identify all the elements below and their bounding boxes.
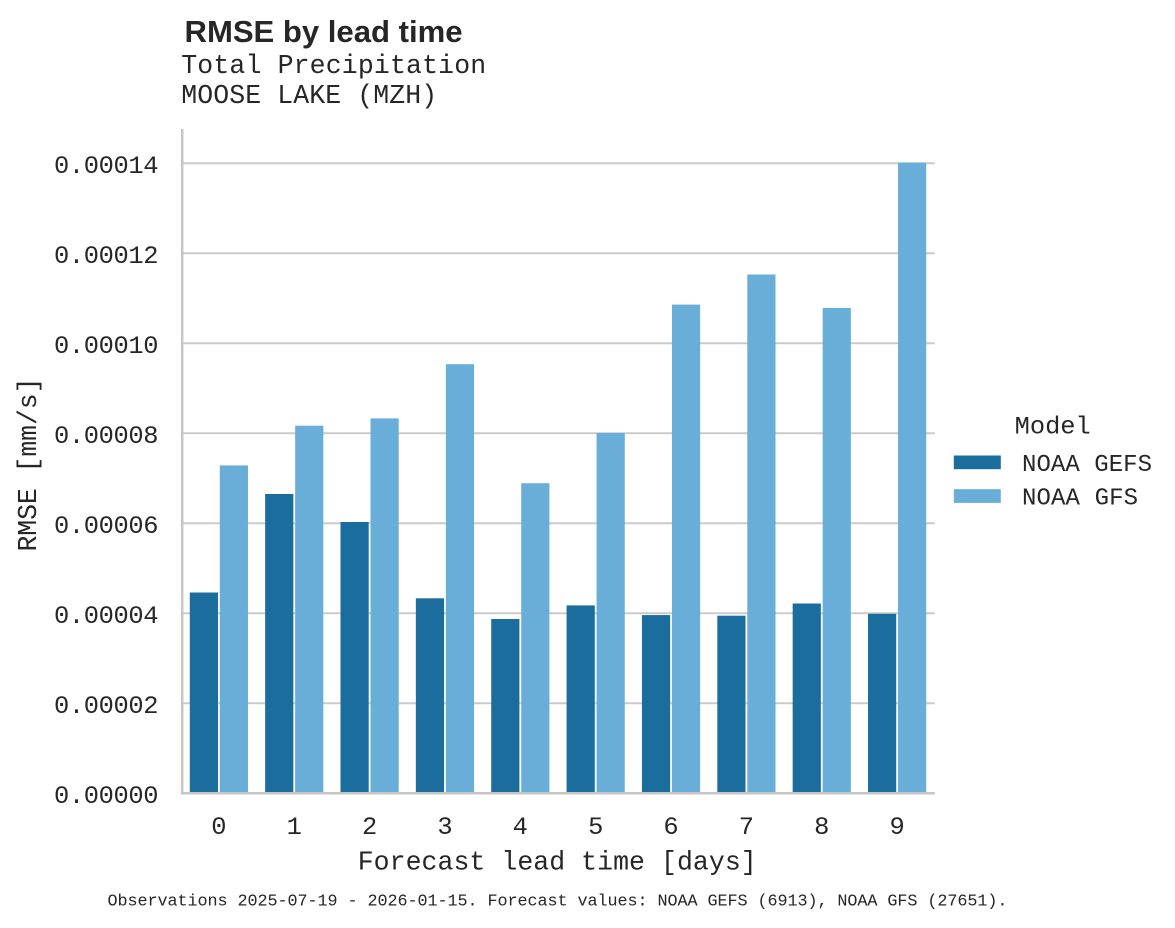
svg-text:0.00004: 0.00004 [54, 602, 159, 631]
svg-text:3: 3 [437, 813, 452, 842]
svg-text:0.00006: 0.00006 [54, 512, 159, 541]
svg-text:0.00002: 0.00002 [54, 692, 159, 721]
svg-text:9: 9 [889, 813, 904, 842]
svg-text:0: 0 [211, 813, 226, 842]
svg-text:Total Precipitation: Total Precipitation [181, 51, 486, 81]
svg-text:4: 4 [513, 813, 528, 842]
svg-text:0.00008: 0.00008 [54, 422, 159, 451]
svg-text:RMSE by lead time: RMSE by lead time [185, 14, 463, 49]
svg-text:Model: Model [1015, 412, 1091, 441]
svg-text:0.00012: 0.00012 [54, 242, 159, 271]
svg-text:2: 2 [362, 813, 377, 842]
svg-text:NOAA GEFS: NOAA GEFS [1022, 452, 1152, 479]
svg-text:5: 5 [588, 813, 603, 842]
svg-text:RMSE [mm/s]: RMSE [mm/s] [14, 378, 44, 552]
svg-text:0.00010: 0.00010 [54, 332, 159, 361]
svg-text:1: 1 [287, 813, 302, 842]
svg-text:Forecast lead time [days]: Forecast lead time [days] [358, 848, 757, 878]
svg-text:8: 8 [814, 813, 829, 842]
svg-text:0.00014: 0.00014 [54, 152, 159, 181]
svg-text:Observations 2025-07-19 - 2026: Observations 2025-07-19 - 2026-01-15. Fo… [108, 892, 1008, 911]
svg-text:0.00000: 0.00000 [54, 782, 159, 811]
svg-text:MOOSE LAKE (MZH): MOOSE LAKE (MZH) [181, 81, 437, 111]
svg-text:NOAA GFS: NOAA GFS [1022, 486, 1138, 513]
svg-text:7: 7 [739, 813, 754, 842]
svg-text:6: 6 [663, 813, 678, 842]
